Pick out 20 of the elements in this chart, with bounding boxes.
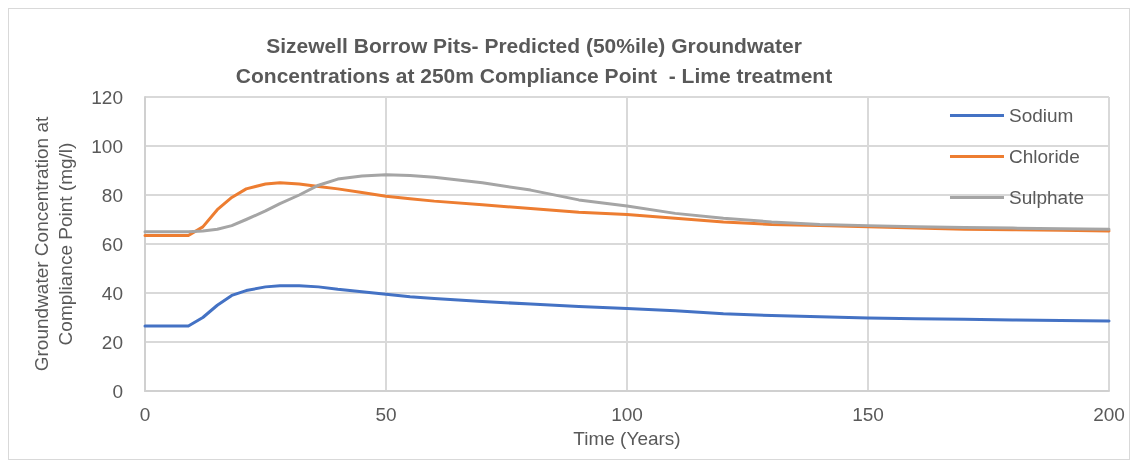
line-series bbox=[143, 173, 1111, 234]
chart-title: Sizewell Borrow Pits- Predicted (50%ile) Groundwater Concentrations at 250m Compliance Point - Lime treatment bbox=[235, 33, 833, 87]
legend-label: Sodium bbox=[1008, 105, 1074, 126]
y-tick-label: 60 bbox=[101, 233, 123, 255]
x-tick-label: 50 bbox=[375, 404, 397, 425]
y-tick-label: 100 bbox=[91, 135, 123, 157]
x-tick-label: 0 bbox=[139, 404, 151, 425]
x-tick-label: 200 bbox=[1093, 404, 1125, 425]
x-axis-title: Time (Years) bbox=[573, 427, 681, 449]
x-tick-label: 150 bbox=[852, 404, 884, 425]
line-series bbox=[143, 284, 1111, 328]
x-tick-label: 100 bbox=[611, 404, 643, 425]
legend-label: Chloride bbox=[1008, 146, 1080, 167]
y-tick-label: 120 bbox=[91, 86, 123, 108]
y-tick-label: 40 bbox=[101, 282, 123, 304]
y-tick-label: 80 bbox=[101, 184, 123, 206]
legend-label: Sulphate bbox=[1008, 187, 1085, 208]
y-axis-title: Groundwater Concentration at Compliance Point (mg/l) bbox=[30, 116, 76, 372]
y-tick-label: 20 bbox=[101, 331, 123, 353]
y-tick-label: 0 bbox=[112, 380, 123, 402]
